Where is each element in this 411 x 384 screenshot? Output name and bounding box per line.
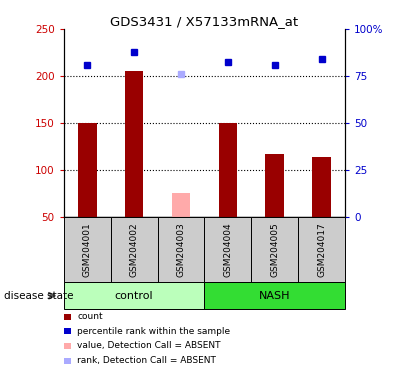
Bar [298,217,345,282]
Text: GSM204003: GSM204003 [176,222,185,277]
Bar [205,217,252,282]
Bar [64,217,111,282]
Bar [205,282,345,309]
Text: rank, Detection Call = ABSENT: rank, Detection Call = ABSENT [77,356,216,365]
Bar [266,154,284,217]
Bar [64,358,71,364]
Bar [125,71,143,217]
Text: count: count [77,312,103,321]
Bar [157,217,205,282]
Text: NASH: NASH [259,291,291,301]
Text: disease state: disease state [4,291,74,301]
Text: GSM204001: GSM204001 [83,222,92,277]
Bar [78,123,97,217]
Bar [64,314,71,320]
Text: percentile rank within the sample: percentile rank within the sample [77,327,231,336]
Text: GSM204002: GSM204002 [129,222,139,277]
Title: GDS3431 / X57133mRNA_at: GDS3431 / X57133mRNA_at [111,15,298,28]
Bar [64,282,205,309]
Text: GSM204017: GSM204017 [317,222,326,277]
Bar [64,343,71,349]
Bar [172,194,190,217]
Text: GSM204004: GSM204004 [224,222,233,277]
Bar [111,217,157,282]
Text: control: control [115,291,153,301]
Bar [312,157,331,217]
Bar [252,217,298,282]
Text: value, Detection Call = ABSENT: value, Detection Call = ABSENT [77,341,221,351]
Text: GSM204005: GSM204005 [270,222,279,277]
Bar [64,328,71,334]
Bar [219,123,237,217]
